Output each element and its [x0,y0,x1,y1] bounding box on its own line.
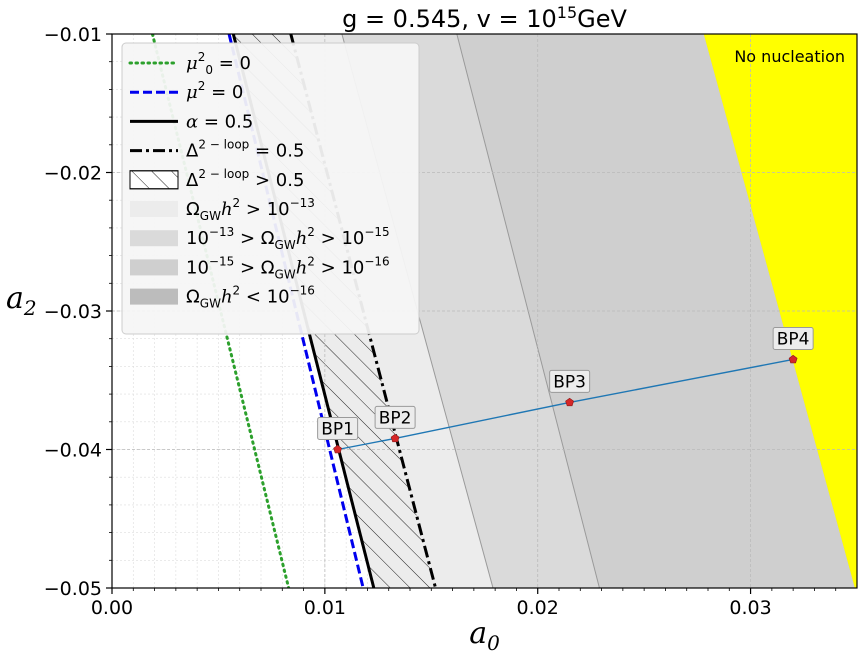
benchmark-label-box [549,369,591,393]
x-tick-label: 0.02 [517,597,559,619]
legend-label-hatch: Δ2 − loop > 0.5 [186,167,304,191]
benchmark-label: BP4 [777,329,810,349]
benchmark-label: BP3 [553,372,586,392]
legend-handle-region2 [130,230,178,247]
y-tick-label: −0.05 [44,578,102,600]
legend-handle-region3 [130,259,178,276]
legend-label-mu: μ2 = 0 [186,79,243,103]
benchmark-label-box [772,326,814,350]
legend-handle-hatch [129,170,179,190]
chart-title: g = 0.545, v = 1015GeV [342,3,627,33]
legend-label-mu0: μ20 = 0 [186,50,251,77]
y-tick-label: −0.02 [44,163,102,185]
legend-label-delta: Δ2 − loop = 0.5 [186,138,304,162]
benchmark-label-box [317,417,359,440]
y-tick-label: −0.01 [44,24,102,46]
benchmark-point-marker[interactable] [333,444,342,454]
benchmark-label-box [374,405,416,429]
y-tick-label: −0.03 [44,301,102,323]
legend-handle-region4 [130,288,178,305]
benchmark-point-marker[interactable] [565,397,574,407]
legend-box [121,42,420,335]
legend-label-region3: 10−15 > ΩGWh2 > 10−16 [186,254,390,281]
benchmark-point-marker[interactable] [390,433,400,443]
x-tick-label: 0.01 [304,597,346,619]
x-axis-label: a0 [469,616,500,652]
no-nucleation-label: No nucleation [734,47,845,66]
x-tick-label: 0.03 [729,597,771,619]
legend-label-region2: 10−13 > ΩGWh2 > 10−15 [186,225,390,252]
benchmark-connecting-line [337,358,794,451]
benchmark-point-marker[interactable] [788,354,798,364]
legend-handle-region1 [130,201,178,217]
benchmark-label: BP1 [321,420,354,440]
legend-label-alpha: α = 0.5 [186,111,253,132]
legend-label-region1: ΩGWh2 > 10−13 [186,196,315,223]
y-axis-label: a2 [6,281,37,320]
benchmark-label: BP2 [379,408,412,428]
legend-label-region4: ΩGWh2 < 10−16 [186,284,315,311]
y-tick-label: −0.04 [44,440,102,462]
x-tick-label: 0.00 [91,597,133,619]
